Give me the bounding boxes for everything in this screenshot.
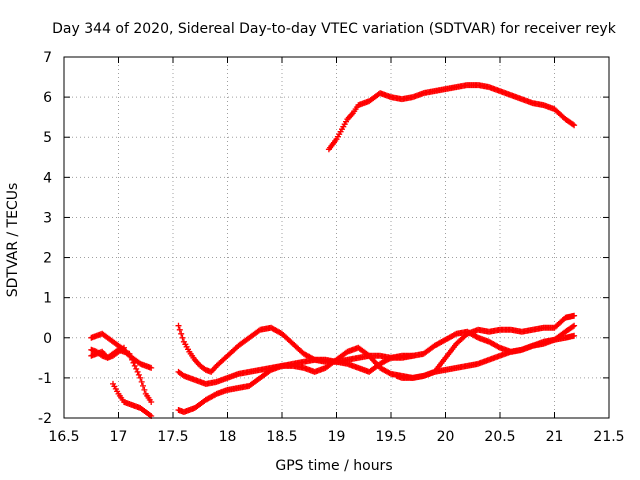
data-point-markers [88,344,127,361]
series-arc-h [393,332,578,381]
x-axis: 16.5 17 17.5 18 18.5 19 19.5 20 20.5 21 21.5 [48,57,625,445]
x-tick-label: 21.5 [593,429,624,445]
chart-title: Day 344 of 2020, Sidereal Day-to-day VTE… [52,21,617,37]
x-tick-label: 18 [219,429,237,445]
y-tick-label: 1 [43,291,52,307]
y-axis-label: SDTVAR / TECUs [5,183,21,298]
x-tick-label: 19 [328,429,346,445]
y-tick-label: 4 [43,170,52,186]
plot-area [88,82,578,419]
x-tick-label: 17 [110,429,128,445]
y-tick-label: 2 [43,251,52,267]
x-tick-label: 20 [437,429,455,445]
x-tick-label: 20.5 [484,429,515,445]
series-arc-d [110,380,155,419]
y-tick-label: -2 [38,411,52,427]
data-point-markers [175,322,578,415]
y-tick-label: 5 [43,130,52,146]
x-axis-label: GPS time / hours [275,458,392,474]
series-arc-high [325,82,578,153]
x-tick-label: 19.5 [375,429,406,445]
y-tick-label: 0 [43,331,52,347]
data-point-markers [393,332,578,381]
y-tick-label: 6 [43,90,52,106]
x-tick-label: 16.5 [48,429,79,445]
y-tick-label: 7 [43,50,52,66]
data-point-markers [325,82,578,153]
y-tick-label: -1 [38,371,52,387]
y-tick-label: 3 [43,210,52,226]
y-axis: -2 -1 0 1 2 3 4 5 6 7 [38,50,609,427]
series-arc-g [175,322,578,415]
x-tick-label: 21 [546,429,564,445]
series-arc-c [88,344,127,361]
x-tick-label: 17.5 [157,429,188,445]
data-point-markers [110,380,155,419]
x-tick-label: 18.5 [266,429,297,445]
